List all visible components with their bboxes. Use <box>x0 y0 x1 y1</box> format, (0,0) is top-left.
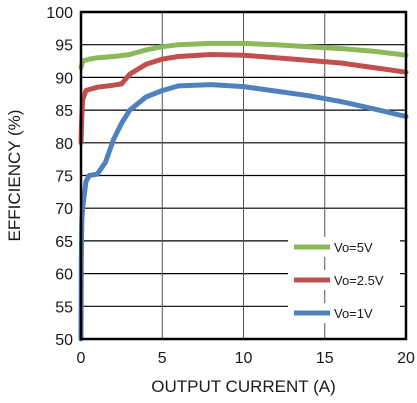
y-tick-label: 70 <box>55 201 73 218</box>
series-line-3 <box>78 82 409 342</box>
x-tick-label: 15 <box>316 350 334 367</box>
y-tick-label: 80 <box>55 136 73 153</box>
x-tick-label: 0 <box>77 350 86 367</box>
plot-frame <box>79 10 408 341</box>
legend-entry-bg <box>288 237 400 257</box>
legend-label: Vo=2.5V <box>334 273 384 288</box>
y-tick-label: 65 <box>55 234 73 251</box>
tick-layer: 50 55 60 65 70 75 80 85 90 95 100 0 5 10 15 20 <box>46 5 415 367</box>
y-tick-label: 60 <box>55 267 73 284</box>
x-axis-title: OUTPUT CURRENT (A) <box>151 377 336 396</box>
series-line-1 <box>78 40 409 71</box>
y-tick-label: 100 <box>46 5 73 22</box>
legend-entry-bg <box>288 270 400 290</box>
series-layer <box>78 40 409 342</box>
y-tick-label: 75 <box>55 169 73 186</box>
y-tick-label: 50 <box>55 332 73 349</box>
legend-entry-bg <box>288 303 400 323</box>
y-tick-label: 85 <box>55 103 73 120</box>
legend-label: Vo=1V <box>334 306 373 321</box>
series-line-2 <box>78 52 409 146</box>
y-tick-label: 95 <box>55 38 73 55</box>
x-tick-label: 10 <box>235 350 253 367</box>
y-axis-title: EFFICIENCY (%) <box>5 110 24 242</box>
x-tick-label: 20 <box>397 350 415 367</box>
x-tick-label: 5 <box>158 350 167 367</box>
y-tick-label: 55 <box>55 299 73 316</box>
y-tick-label: 90 <box>55 70 73 87</box>
legend-label: Vo=5V <box>334 240 373 255</box>
legend: Vo=5V Vo=2.5V Vo=1V <box>288 237 400 323</box>
